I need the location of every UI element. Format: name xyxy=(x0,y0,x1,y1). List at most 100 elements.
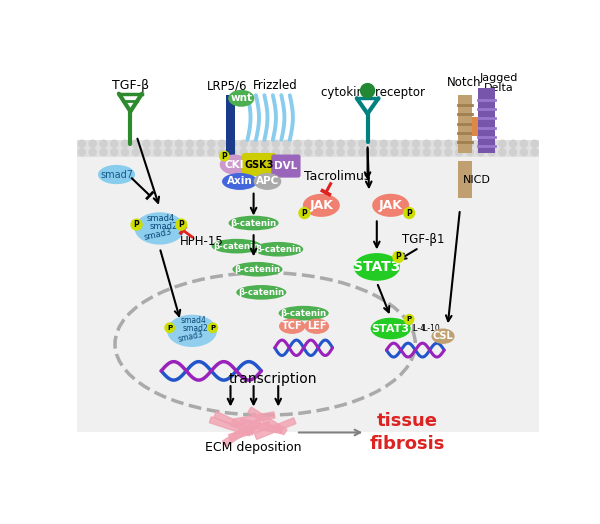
Ellipse shape xyxy=(354,253,400,281)
Text: β-catenin: β-catenin xyxy=(235,265,281,274)
Circle shape xyxy=(283,139,291,148)
Polygon shape xyxy=(240,419,283,434)
Polygon shape xyxy=(248,407,287,435)
Circle shape xyxy=(142,148,151,157)
Text: P: P xyxy=(210,325,215,331)
Circle shape xyxy=(347,139,356,148)
Bar xyxy=(77,140,539,157)
Text: P: P xyxy=(134,220,139,229)
Circle shape xyxy=(175,219,187,231)
Text: P: P xyxy=(395,253,401,261)
Ellipse shape xyxy=(212,239,262,254)
Circle shape xyxy=(293,139,302,148)
Polygon shape xyxy=(223,419,262,446)
Circle shape xyxy=(250,139,259,148)
Circle shape xyxy=(142,139,151,148)
Circle shape xyxy=(207,148,215,157)
Circle shape xyxy=(369,139,377,148)
Circle shape xyxy=(422,139,431,148)
Text: Tacrolimus: Tacrolimus xyxy=(304,170,370,183)
Circle shape xyxy=(487,148,496,157)
Circle shape xyxy=(379,148,388,157)
Circle shape xyxy=(315,139,323,148)
Circle shape xyxy=(360,83,375,99)
Circle shape xyxy=(77,139,86,148)
Circle shape xyxy=(404,314,415,325)
Circle shape xyxy=(207,139,215,148)
Circle shape xyxy=(401,139,410,148)
Circle shape xyxy=(164,139,172,148)
Circle shape xyxy=(185,148,194,157)
Ellipse shape xyxy=(232,262,283,277)
Text: Jagged: Jagged xyxy=(479,73,518,83)
Text: CKI: CKI xyxy=(224,159,244,170)
Text: P: P xyxy=(167,325,172,331)
Text: smad2: smad2 xyxy=(183,324,209,333)
Circle shape xyxy=(369,148,377,157)
Circle shape xyxy=(337,139,345,148)
Text: P: P xyxy=(178,220,184,229)
Circle shape xyxy=(476,148,485,157)
Circle shape xyxy=(121,148,129,157)
Circle shape xyxy=(153,139,161,148)
Text: JAK: JAK xyxy=(310,199,333,212)
Circle shape xyxy=(99,148,107,157)
Text: STAT3: STAT3 xyxy=(371,323,410,334)
Circle shape xyxy=(304,148,313,157)
Circle shape xyxy=(520,148,528,157)
Circle shape xyxy=(175,148,183,157)
Circle shape xyxy=(153,148,161,157)
Circle shape xyxy=(77,148,86,157)
Circle shape xyxy=(239,148,248,157)
Ellipse shape xyxy=(228,90,254,107)
Text: GSK3: GSK3 xyxy=(244,159,274,170)
Circle shape xyxy=(219,151,230,161)
Circle shape xyxy=(390,148,399,157)
Text: Axin: Axin xyxy=(227,177,253,187)
Circle shape xyxy=(422,148,431,157)
Text: IL-10: IL-10 xyxy=(421,324,440,333)
Circle shape xyxy=(412,139,421,148)
Bar xyxy=(478,88,494,153)
Circle shape xyxy=(88,139,97,148)
Circle shape xyxy=(131,139,140,148)
Circle shape xyxy=(455,139,463,148)
Text: ECM deposition: ECM deposition xyxy=(205,441,302,454)
Bar xyxy=(77,140,539,432)
Circle shape xyxy=(403,207,415,219)
Ellipse shape xyxy=(371,318,410,340)
Circle shape xyxy=(509,148,517,157)
Circle shape xyxy=(261,139,269,148)
Circle shape xyxy=(466,148,474,157)
Circle shape xyxy=(185,139,194,148)
Text: STAT3: STAT3 xyxy=(353,260,400,274)
Ellipse shape xyxy=(303,194,340,217)
Ellipse shape xyxy=(278,306,329,321)
FancyBboxPatch shape xyxy=(242,153,276,176)
Circle shape xyxy=(326,148,334,157)
Circle shape xyxy=(466,139,474,148)
Circle shape xyxy=(358,139,367,148)
Text: β-catenin: β-catenin xyxy=(281,309,327,318)
Circle shape xyxy=(208,322,218,333)
Text: DVL: DVL xyxy=(274,161,298,171)
Circle shape xyxy=(498,139,506,148)
Bar xyxy=(472,117,478,136)
Circle shape xyxy=(530,148,539,157)
Text: β-catenin: β-catenin xyxy=(214,242,260,250)
Circle shape xyxy=(110,139,118,148)
Circle shape xyxy=(392,251,404,263)
Circle shape xyxy=(433,139,442,148)
Text: Delta: Delta xyxy=(484,83,514,93)
Circle shape xyxy=(130,219,143,231)
Polygon shape xyxy=(232,412,275,425)
Text: HPH-15: HPH-15 xyxy=(180,235,224,248)
Circle shape xyxy=(196,139,205,148)
Text: LRP5/6: LRP5/6 xyxy=(206,80,247,92)
Circle shape xyxy=(218,148,226,157)
Ellipse shape xyxy=(220,155,249,174)
Bar xyxy=(226,95,235,158)
Circle shape xyxy=(121,139,129,148)
FancyBboxPatch shape xyxy=(271,155,301,178)
Circle shape xyxy=(347,148,356,157)
